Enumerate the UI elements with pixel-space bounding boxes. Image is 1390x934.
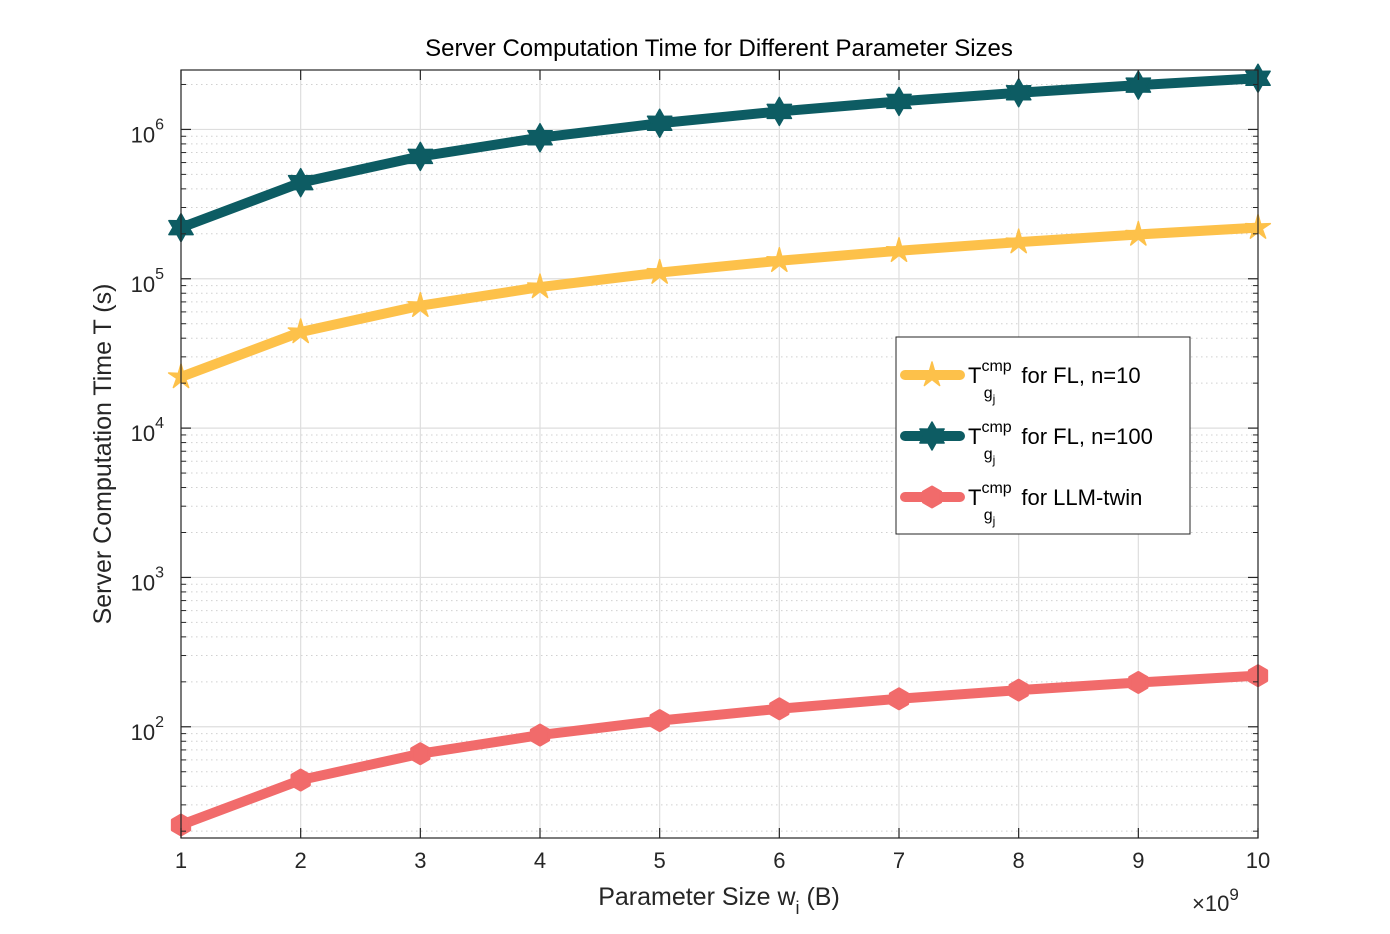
legend-rest: for FL, n=100 xyxy=(1015,424,1153,449)
legend-rest: for FL, n=10 xyxy=(1015,363,1140,388)
x-tick-labels: 1 2 3 4 5 6 7 8 9 10 xyxy=(175,848,1270,873)
legend-entry: Tcmp gj for FL, n=100 xyxy=(900,419,1153,467)
y-tick-base: 10 xyxy=(131,570,155,595)
data-point xyxy=(290,768,311,792)
x-multiplier-base: ×10 xyxy=(1192,891,1229,916)
legend-sub: g xyxy=(984,446,993,463)
legend-sup: cmp xyxy=(981,358,1011,375)
x-axis-label: Parameter Size wi (B) xyxy=(598,883,840,918)
legend-T: T xyxy=(968,424,981,449)
x-tick-label: 10 xyxy=(1246,848,1270,873)
axes-box xyxy=(180,69,1259,839)
data-point xyxy=(766,96,793,127)
y-tick-base: 10 xyxy=(131,272,155,297)
legend-sup: cmp xyxy=(981,419,1011,436)
legend-label: Tcmp gj for FL, n=100 xyxy=(968,419,1153,467)
x-tick-label: 8 xyxy=(1013,848,1025,873)
legend-rest: for LLM-twin xyxy=(1015,485,1142,510)
data-point xyxy=(1125,220,1152,246)
y-tick-base: 10 xyxy=(131,720,155,745)
x-tick-label: 7 xyxy=(893,848,905,873)
y-tick-exponent: 5 xyxy=(155,266,164,283)
data-point xyxy=(287,167,314,198)
legend-marker xyxy=(921,485,943,509)
legend-subsub: j xyxy=(992,392,996,406)
y-tick-exponent: 2 xyxy=(155,714,164,731)
y-tick-exponent: 4 xyxy=(155,415,164,432)
data-point xyxy=(407,291,434,317)
x-tick-label: 9 xyxy=(1132,848,1144,873)
data-point xyxy=(885,237,913,263)
y-tick-label: 102 xyxy=(131,714,164,745)
y-tick-base: 10 xyxy=(131,421,155,446)
legend-subsub: j xyxy=(992,453,996,467)
data-point xyxy=(527,122,553,153)
y-tick-label: 104 xyxy=(131,415,164,446)
legend-entry: Tcmp gj for LLM-twin xyxy=(900,480,1142,528)
x-tick-label: 3 xyxy=(414,848,426,873)
legend-label: Tcmp gj for FL, n=10 xyxy=(968,358,1141,406)
data-point xyxy=(529,723,551,747)
x-axis-label-sub: i xyxy=(796,898,800,918)
data-point xyxy=(287,318,314,344)
legend-T: T xyxy=(968,363,981,388)
legend-marker xyxy=(919,421,945,451)
data-point xyxy=(1125,70,1152,100)
data-point xyxy=(1128,670,1149,694)
legend-sup: cmp xyxy=(981,480,1011,497)
data-point xyxy=(526,273,554,299)
y-tick-label: 106 xyxy=(131,116,164,147)
x-tick-label: 5 xyxy=(654,848,666,873)
series-line xyxy=(176,73,1263,233)
legend-sub: g xyxy=(984,385,993,402)
x-tick-label: 6 xyxy=(773,848,785,873)
legend-sub: g xyxy=(984,507,993,524)
series-line xyxy=(176,222,1263,382)
legend-entry: Tcmp gj for FL, n=10 xyxy=(900,358,1141,406)
y-tick-label: 105 xyxy=(131,266,164,297)
y-tick-exponent: 3 xyxy=(155,564,164,581)
data-point xyxy=(646,258,673,284)
x-axis-label-main: Parameter Size w xyxy=(598,883,796,911)
data-point xyxy=(410,742,431,766)
x-axis-label-unit: (B) xyxy=(800,883,840,911)
legend-marker xyxy=(918,361,946,387)
y-axis-label: Server Computation Time T (s) xyxy=(89,284,117,625)
data-point xyxy=(1005,228,1032,254)
x-multiplier: ×109 xyxy=(1192,885,1239,916)
data-point xyxy=(886,86,912,117)
legend-label: Tcmp gj for LLM-twin xyxy=(968,480,1142,528)
data-point xyxy=(1005,78,1032,108)
x-multiplier-exponent: 9 xyxy=(1229,885,1238,904)
legend-T: T xyxy=(968,485,981,510)
series-line xyxy=(176,670,1263,830)
y-tick-base: 10 xyxy=(131,122,155,147)
data-point xyxy=(646,108,673,138)
x-tick-label: 4 xyxy=(534,848,546,873)
legend-subsub: j xyxy=(992,514,996,528)
ticks-layer xyxy=(180,70,1259,838)
x-tick-label: 1 xyxy=(175,848,187,873)
data-point xyxy=(649,709,670,733)
x-tick-label: 2 xyxy=(295,848,307,873)
chart-title: Server Computation Time for Different Pa… xyxy=(425,35,1013,62)
data-point xyxy=(1008,678,1029,702)
y-tick-label: 103 xyxy=(131,564,164,595)
data-point xyxy=(769,697,790,721)
y-tick-exponent: 6 xyxy=(155,116,164,133)
data-point xyxy=(407,141,434,172)
data-point xyxy=(888,687,910,711)
data-point xyxy=(766,247,793,273)
